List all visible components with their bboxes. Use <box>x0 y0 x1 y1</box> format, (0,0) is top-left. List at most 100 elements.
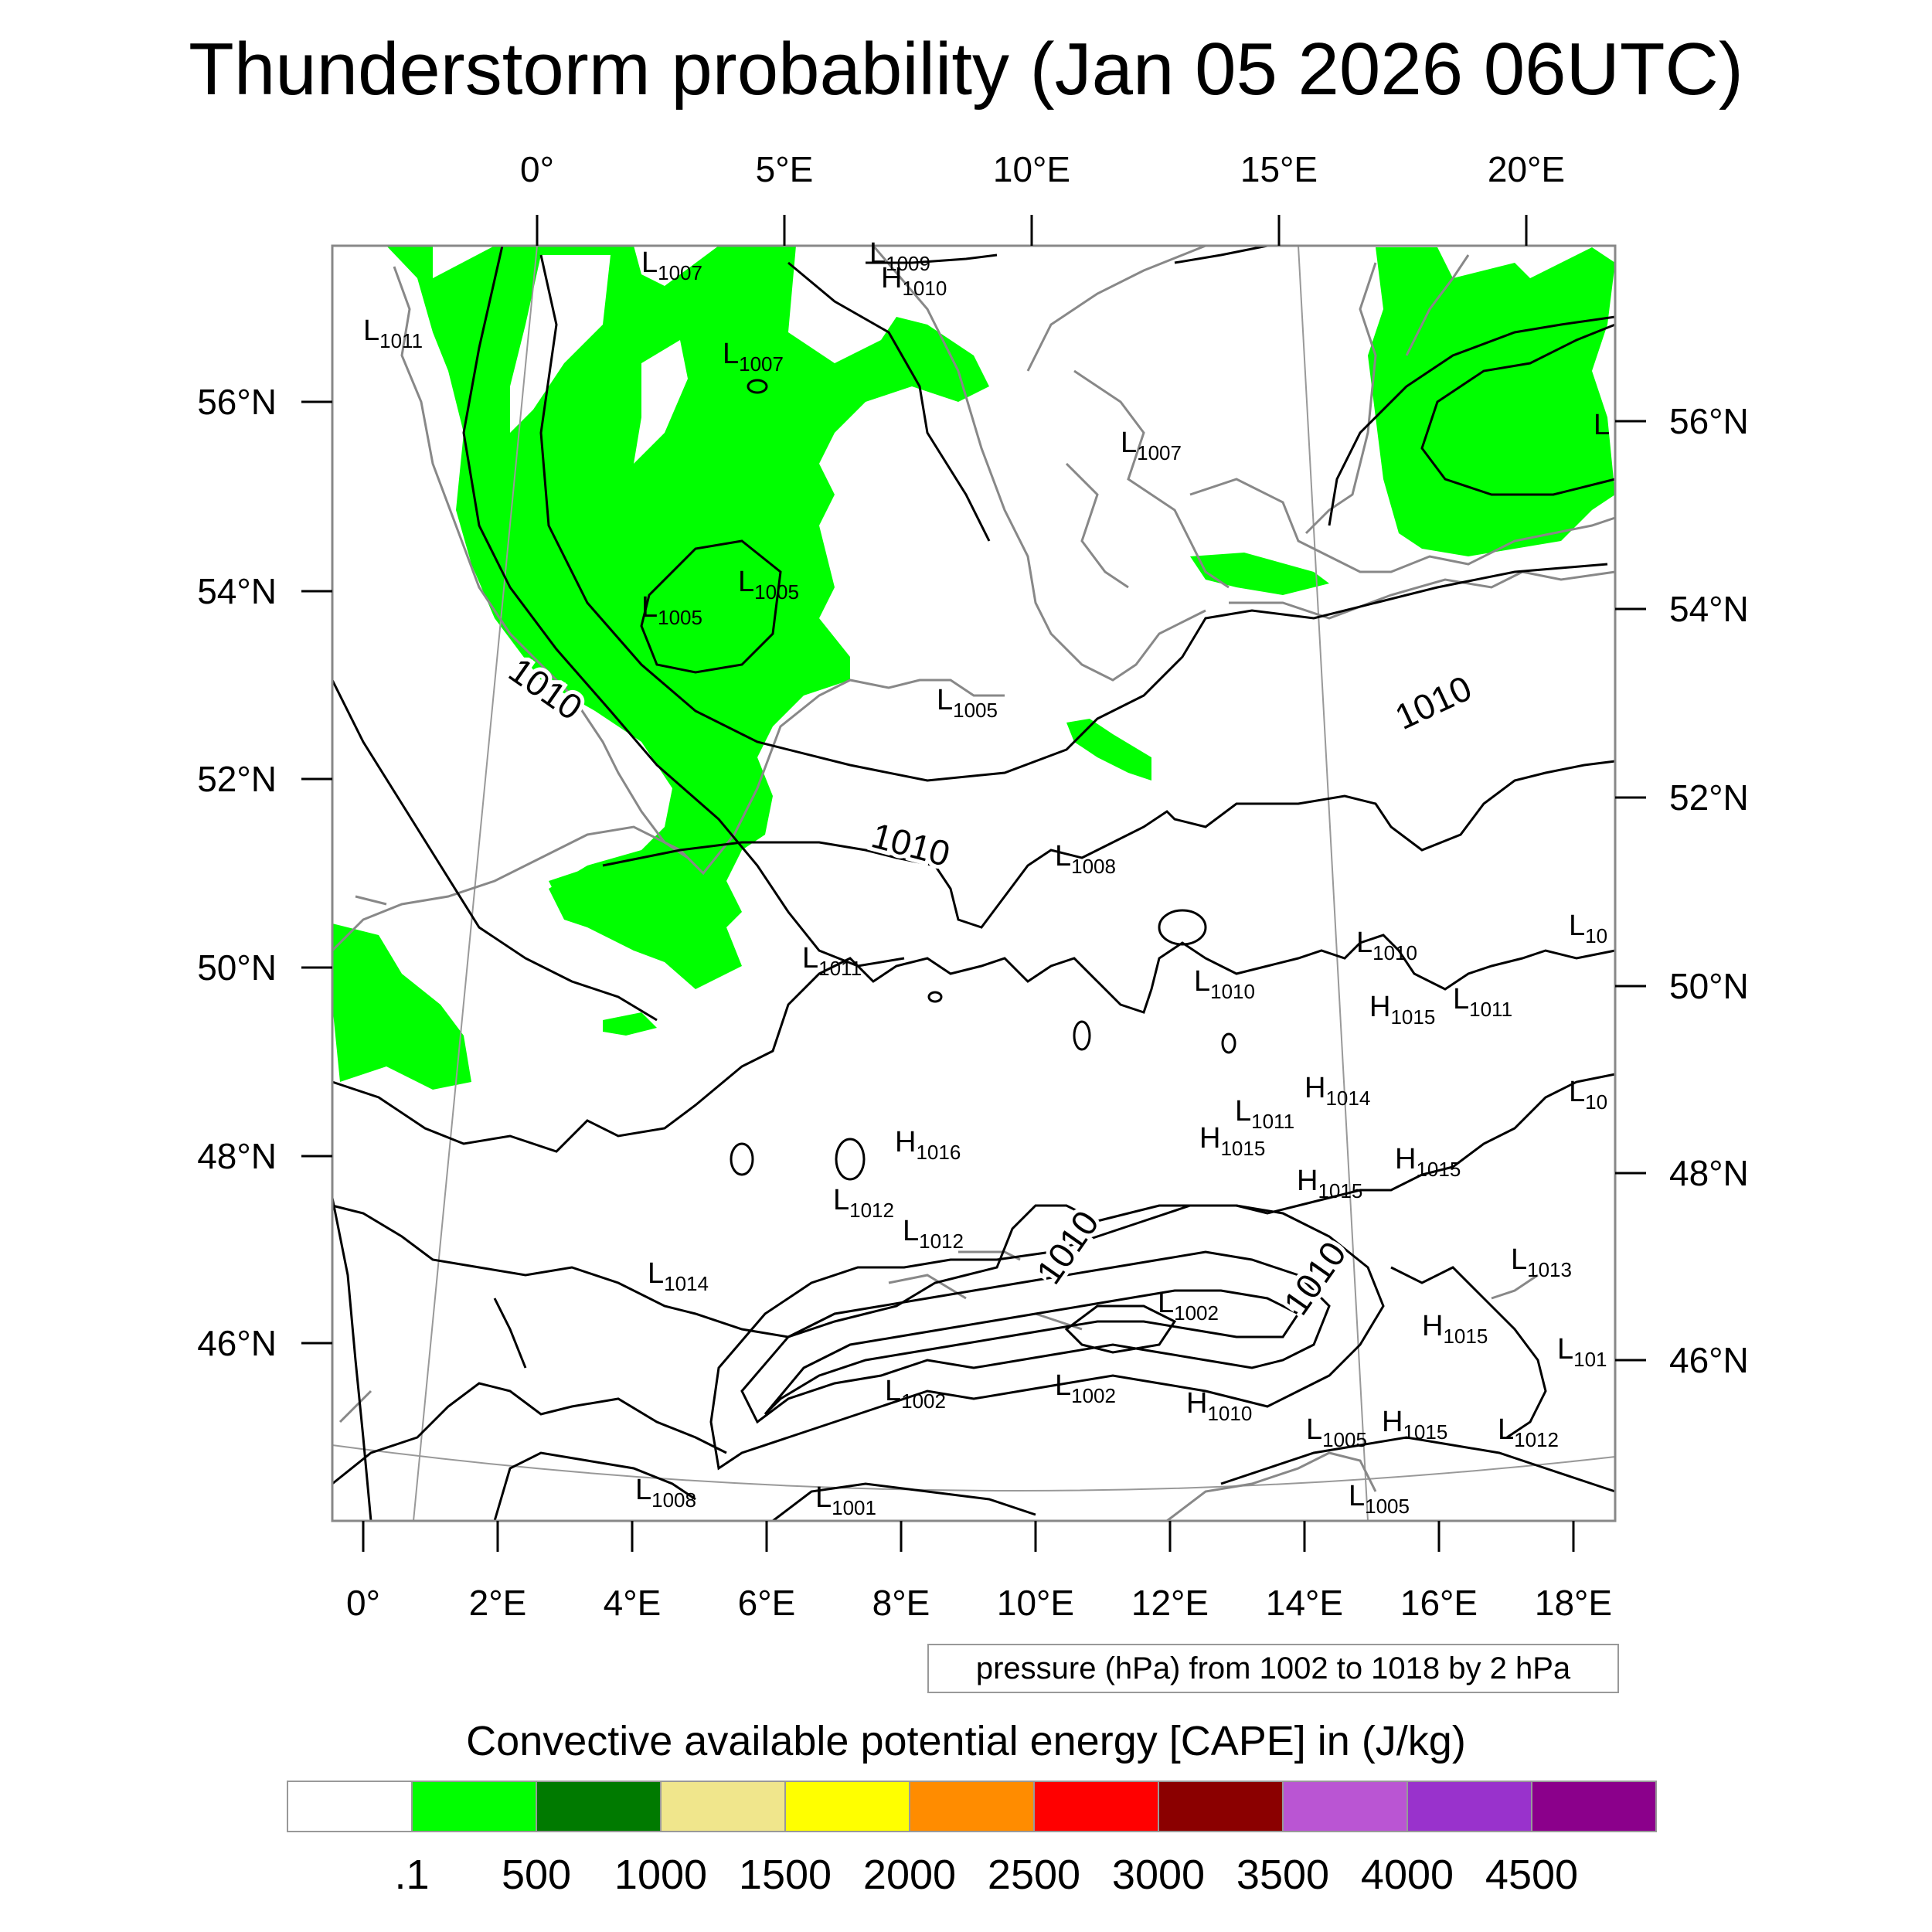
pressure-label: L1008 <box>635 1474 696 1512</box>
isobar-1012-band <box>332 1073 1616 1338</box>
pressure-label: H1010 <box>1186 1387 1252 1425</box>
right-tick-label: 46°N <box>1669 1340 1749 1380</box>
pressure-label: L1012 <box>1498 1413 1559 1451</box>
isobar-south-1 <box>332 1382 727 1485</box>
pressure-label: L1011 <box>1453 983 1512 1021</box>
pressure-label: L1007 <box>1121 427 1182 464</box>
right-tick-label: 48°N <box>1669 1153 1749 1193</box>
cape-area-belgium <box>549 858 726 966</box>
right-tick-label: 56°N <box>1669 401 1749 441</box>
bottom-tick-label: 12°E <box>1131 1583 1209 1623</box>
pressure-label: L1005 <box>937 684 998 722</box>
colorbar <box>287 1781 1657 1832</box>
left-tick-label: 46°N <box>197 1323 277 1363</box>
pressure-label: H1015 <box>1369 991 1435 1029</box>
isobar-south-4 <box>1220 1436 1616 1493</box>
left-tick-label: 48°N <box>197 1136 277 1176</box>
bottom-tick-label: 0° <box>346 1583 380 1623</box>
isobar-west-2 <box>493 1298 527 1369</box>
cape-shading <box>332 246 1615 1090</box>
cape-hole-1 <box>510 255 611 433</box>
colorbar-label: 500 <box>501 1852 572 1898</box>
pressure-label: H1015 <box>1382 1406 1447 1444</box>
pressure-label: L1010 <box>1356 927 1417 964</box>
isobar-top-1 <box>866 244 1268 264</box>
isobar-south-2 <box>493 1451 696 1522</box>
pressure-label: H1010 <box>881 262 947 300</box>
bottom-tick-label: 10°E <box>997 1583 1074 1623</box>
pressure-centre-labels: L1007 L1009 H1010 L1011 L1007 L1007 L100… <box>363 237 1610 1519</box>
pressure-label: L1005 <box>1349 1480 1410 1518</box>
cape-area-france-2 <box>603 1012 657 1036</box>
colorbar-swatch <box>1033 1781 1159 1832</box>
top-tick-label: 15°E <box>1240 149 1318 189</box>
axis-ticks <box>301 215 1646 1552</box>
pressure-label: L1014 <box>648 1257 709 1295</box>
isobar-alps-2 <box>740 1250 1331 1424</box>
pressure-label: L10 <box>1569 1076 1607 1114</box>
isobar-north-top <box>787 261 991 542</box>
isobar-1008-north <box>539 254 1608 782</box>
isobar-1006-low <box>640 539 782 674</box>
isobar-east-1 <box>1390 1266 1547 1439</box>
cape-area-baltic <box>1190 553 1329 595</box>
right-tick-label: 54°N <box>1669 589 1749 629</box>
isobar-1011-band <box>332 934 1616 1153</box>
left-tick-label: 52°N <box>197 759 277 799</box>
colorbar-swatch <box>287 1781 413 1832</box>
coastlines <box>331 244 1616 1522</box>
colorbar-label: .1 <box>394 1852 430 1898</box>
pressure-label: L1008 <box>1055 840 1116 878</box>
colorbar-label: 1500 <box>738 1852 832 1898</box>
pressure-label: H1016 <box>895 1126 961 1164</box>
pressure-label: L1007 <box>641 247 702 284</box>
pressure-label: H1015 <box>1395 1143 1461 1181</box>
contour-info-box: pressure (hPa) from 1002 to 1018 by 2 hP… <box>927 1644 1619 1693</box>
contour-label: 1010 <box>1029 1203 1107 1291</box>
pressure-label: L1002 <box>1055 1369 1116 1407</box>
top-axis-labels: 0° 5°E 10°E 15°E 20°E <box>520 149 1565 189</box>
plot-frame <box>331 244 1617 1522</box>
pressure-label: H1015 <box>1297 1165 1362 1202</box>
right-tick-label: 52°N <box>1669 777 1749 818</box>
colorbar-swatch <box>909 1781 1035 1832</box>
colorbar-label: 3000 <box>1111 1852 1206 1898</box>
isobar-west-1 <box>331 1197 372 1522</box>
isobar-alps-1 <box>709 1204 1385 1471</box>
isobar-1010-central <box>602 760 1616 929</box>
isobar-1010-main <box>462 245 905 968</box>
cape-area-north-sea <box>386 246 989 989</box>
pressure-label: H1014 <box>1304 1072 1370 1110</box>
left-tick-label: 50°N <box>197 947 277 988</box>
cape-area-france <box>332 923 471 1090</box>
colorbar-swatch <box>1531 1781 1657 1832</box>
colorbar-swatch <box>1158 1781 1284 1832</box>
pressure-label: L1001 <box>815 1481 876 1519</box>
colorbar-swatch <box>1406 1781 1532 1832</box>
pressure-label: L1009 <box>869 237 930 275</box>
contour-label: 1010 <box>867 815 954 874</box>
isobar-south-3 <box>772 1482 1036 1522</box>
isobars <box>331 244 1616 1522</box>
pressure-label: L1005 <box>738 566 799 604</box>
pressure-label: L1012 <box>833 1184 894 1222</box>
left-tick-label: 54°N <box>197 571 277 611</box>
map-title: Thunderstorm probability (Jan 05 2026 06… <box>189 28 1743 111</box>
left-axis-labels: 56°N 54°N 52°N 50°N 48°N 46°N <box>197 382 277 1363</box>
bottom-tick-label: 18°E <box>1535 1583 1612 1623</box>
pressure-label: L1011 <box>1235 1095 1294 1133</box>
pressure-label: L1011 <box>363 315 423 352</box>
pressure-label: L101 <box>1557 1333 1607 1371</box>
graticule <box>332 245 1616 1522</box>
isobar-scandinavia-2 <box>1328 315 1616 526</box>
top-tick-label: 20°E <box>1488 149 1565 189</box>
colorbar-label: 4000 <box>1360 1852 1454 1898</box>
pressure-label: L1010 <box>1194 965 1255 1003</box>
pressure-label: L1005 <box>641 591 702 629</box>
colorbar-swatch <box>784 1781 910 1832</box>
top-tick-label: 10°E <box>993 149 1070 189</box>
pressure-label: L1013 <box>1511 1243 1572 1281</box>
pressure-label: L10 <box>1569 910 1607 947</box>
pressure-label: L <box>1594 409 1610 441</box>
